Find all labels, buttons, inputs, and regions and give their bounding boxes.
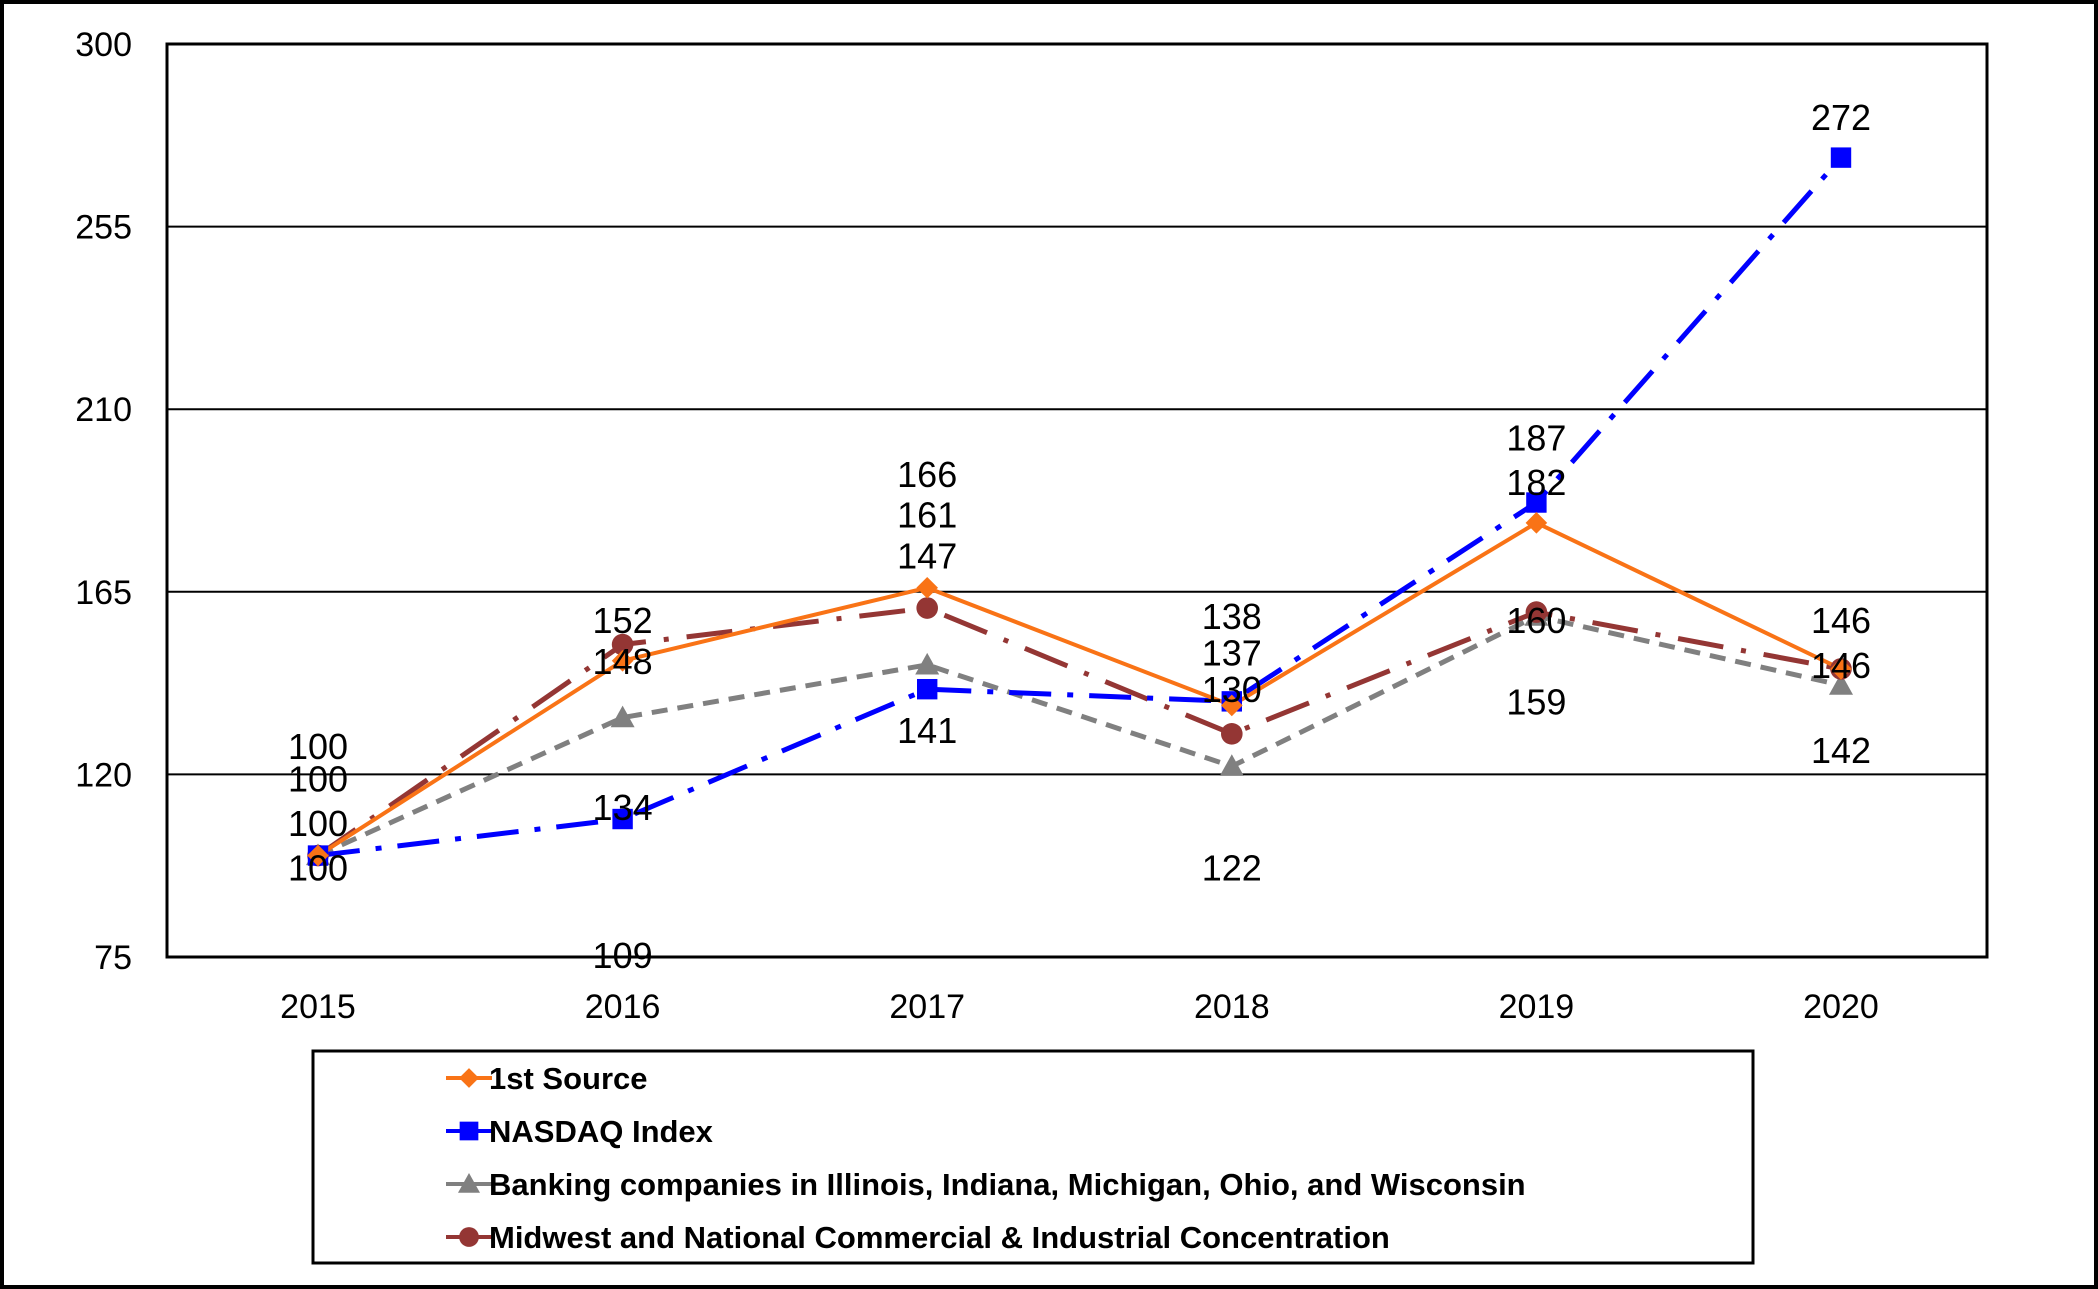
data-label-2020-21: 146 xyxy=(1811,645,1871,686)
x-tick-label-2019: 2019 xyxy=(1499,988,1575,1026)
point-banking-companies-in-illinois-indiana-michigan-ohio-and-wisconsin-2018 xyxy=(1219,754,1244,776)
y-tick-label-165: 165 xyxy=(75,574,132,612)
data-label-2016-4: 152 xyxy=(593,600,653,641)
data-label-2020-20: 146 xyxy=(1811,600,1871,641)
series-line-nasdaq-index xyxy=(317,155,1843,859)
data-label-2016-7: 109 xyxy=(593,935,653,976)
point-midwest-and-national-commercial-industrial-concentration-2017 xyxy=(916,597,938,619)
point-midwest-and-national-commercial-industrial-concentration-2018 xyxy=(1221,723,1243,745)
y-tick-label-75: 75 xyxy=(94,939,132,977)
y-tick-label-255: 255 xyxy=(75,209,132,247)
legend-item-nasdaq-index: NASDAQ Index xyxy=(446,1114,714,1149)
data-label-2015-3: 100 xyxy=(288,848,348,889)
point-1st-source-2018 xyxy=(1221,694,1243,717)
x-tick-label-2015: 2015 xyxy=(280,988,356,1026)
data-label-2019-16: 187 xyxy=(1506,418,1566,459)
series-line-banking-companies-in-illinois-indiana-michigan-ohio-and-wisconsin xyxy=(316,613,1842,858)
point-nasdaq-index-2019 xyxy=(1526,492,1547,513)
y-tick-label-300: 300 xyxy=(75,26,132,64)
point-1st-source-2015 xyxy=(307,844,329,867)
y-axis-tick-labels: 75 120 165 210 255 300 xyxy=(75,26,132,977)
y-tick-label-210: 210 xyxy=(75,391,132,429)
point-1st-source-2016 xyxy=(611,649,634,672)
x-tick-label-2017: 2017 xyxy=(889,988,965,1026)
data-label-2018-13: 137 xyxy=(1202,633,1262,674)
legend-item-1st-source: 1st Source xyxy=(446,1061,648,1096)
legend-swatch-marker xyxy=(459,1227,479,1247)
legend-box xyxy=(311,1049,1755,1265)
data-label-2016-5: 148 xyxy=(593,641,653,682)
gridlines xyxy=(167,225,1987,776)
point-banking-companies-in-illinois-indiana-michigan-ohio-and-wisconsin-2017 xyxy=(915,652,940,675)
plot-area-border xyxy=(165,42,1989,959)
data-label-2017-10: 147 xyxy=(897,535,957,576)
legend-label: NASDAQ Index xyxy=(489,1114,714,1149)
data-label-2017-9: 161 xyxy=(897,495,957,536)
point-1st-source-2020 xyxy=(1830,658,1852,680)
data-label-2018-15: 122 xyxy=(1202,848,1262,889)
point-midwest-and-national-commercial-industrial-concentration-2019 xyxy=(1525,601,1548,623)
data-label-2020-23: 272 xyxy=(1811,97,1871,138)
data-label-2016-6: 134 xyxy=(593,787,653,828)
data-label-2017-8: 166 xyxy=(897,454,957,495)
data-label-2019-17: 182 xyxy=(1506,462,1566,503)
legend-item-banking-companies-in-illinois-indiana-michigan-ohio-and-wisconsin: Banking companies in Illinois, Indiana, … xyxy=(446,1167,1526,1202)
x-tick-label-2018: 2018 xyxy=(1194,988,1270,1026)
legend-swatch-marker xyxy=(459,1121,479,1141)
point-banking-companies-in-illinois-indiana-michigan-ohio-and-wisconsin-2020 xyxy=(1829,673,1853,695)
legend-swatch-marker xyxy=(458,1173,480,1193)
data-label-2019-18: 160 xyxy=(1506,600,1566,641)
point-nasdaq-index-2017 xyxy=(917,678,938,700)
series-line-1st-source xyxy=(316,520,1842,858)
point-midwest-and-national-commercial-industrial-concentration-2016 xyxy=(611,633,634,656)
x-axis-tick-labels: 2015 2016 2017 2018 2019 2020 xyxy=(280,988,1879,1026)
data-label-2020-22: 142 xyxy=(1811,730,1871,771)
legend-item-midwest-and-national-commercial-industrial-concentration: Midwest and National Commercial & Indust… xyxy=(446,1220,1390,1255)
data-label-2015-0: 100 xyxy=(288,726,348,767)
point-1st-source-2017 xyxy=(916,576,938,599)
y-tick-label-120: 120 xyxy=(75,756,132,794)
data-label-2017-11: 141 xyxy=(897,710,957,751)
x-tick-label-2020: 2020 xyxy=(1803,988,1879,1026)
data-label-2018-14: 130 xyxy=(1202,669,1262,710)
point-nasdaq-index-2016 xyxy=(612,808,633,830)
legend-swatch-marker xyxy=(459,1068,479,1088)
series-lines xyxy=(316,155,1843,859)
legend-label: Banking companies in Illinois, Indiana, … xyxy=(489,1167,1526,1202)
data-label-2018-12: 138 xyxy=(1202,596,1262,637)
data-label-2015-1: 100 xyxy=(288,758,348,799)
legend-label: 1st Source xyxy=(489,1061,648,1096)
data-label-2015-2: 100 xyxy=(288,803,348,844)
point-1st-source-2019 xyxy=(1525,512,1548,534)
data-label-2019-19: 159 xyxy=(1506,681,1566,722)
point-banking-companies-in-illinois-indiana-michigan-ohio-and-wisconsin-2016 xyxy=(610,705,635,728)
x-tick-label-2016: 2016 xyxy=(585,988,661,1026)
data-labels: 1001001001001521481341091661611471411381… xyxy=(288,97,1871,976)
legend-label: Midwest and National Commercial & Indust… xyxy=(489,1220,1390,1255)
legend: 1st Source NASDAQ Index Banking companies … xyxy=(311,1049,1755,1265)
series-markers xyxy=(306,147,1853,867)
point-nasdaq-index-2020 xyxy=(1830,147,1852,168)
